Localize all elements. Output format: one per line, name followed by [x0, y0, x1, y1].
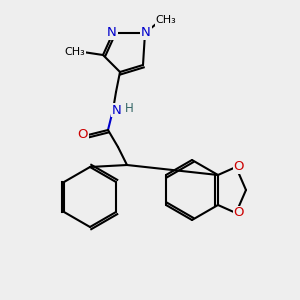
- Text: O: O: [234, 160, 244, 173]
- Text: CH₃: CH₃: [156, 15, 176, 25]
- Text: N: N: [141, 26, 151, 40]
- Text: H: H: [124, 103, 134, 116]
- Text: CH₃: CH₃: [64, 47, 86, 57]
- Text: O: O: [234, 206, 244, 220]
- Text: O: O: [78, 128, 88, 142]
- Text: N: N: [112, 103, 122, 116]
- Text: N: N: [107, 26, 117, 40]
